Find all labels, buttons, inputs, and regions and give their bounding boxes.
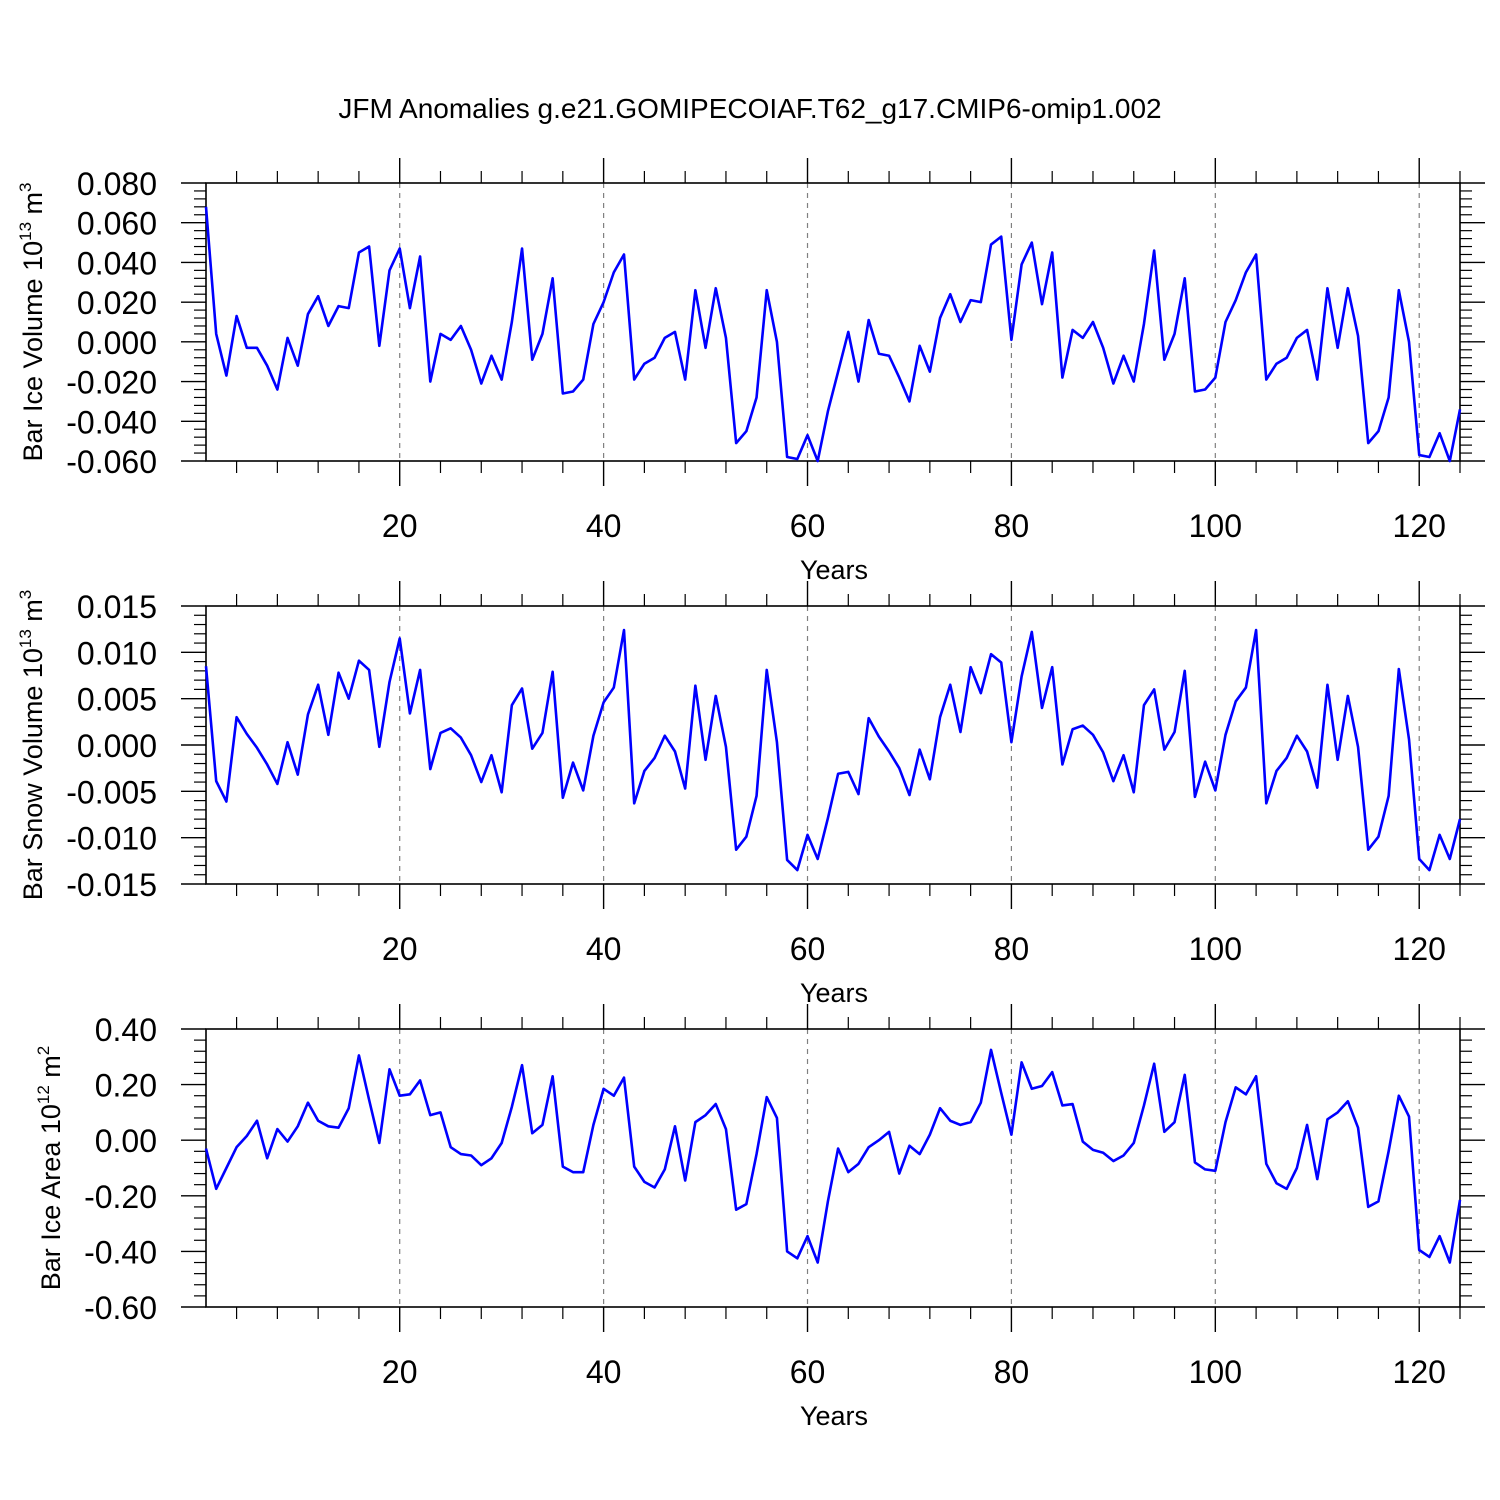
chart-panel-1: 20 40 60 80 100 120 -0.060 -0.040-0.020 0.000 0.0… (16, 158, 1485, 585)
chart-panel-3: 20 40 60 80 100 120 -0.60 -0.40 -0.20 0.00 0.20 0.4… (34, 1004, 1485, 1431)
chart-panels: 20 40 60 80 100 120 -0.060 -0.040-0.020 0.000 0.0… (16, 158, 1485, 1431)
y-tick-label: 0.000 (77, 325, 157, 361)
x-tick-label: 20 (382, 931, 418, 967)
y-axis-title-ylabel-exp: 12 (34, 1085, 53, 1104)
y-axis-title-ylabel-exp: 13 (16, 222, 35, 241)
series-line (204, 206, 1462, 463)
y-tick-label: -0.005 (66, 774, 157, 810)
y-tick-label: 0.040 (77, 245, 157, 281)
y-tick-label: 0.005 (77, 682, 157, 718)
y-axis-title: Bar Snow Volume 1013 m3 (16, 590, 48, 901)
y-axis-title: Bar Ice Area 1012 m2 (34, 1046, 66, 1291)
x-axis-title: Years (800, 555, 868, 585)
x-tick-label: 100 (1189, 508, 1242, 544)
y-axis-title-ylabel-main: Bar Ice Area 10 (36, 1104, 66, 1290)
y-tick-label: 0.015 (77, 589, 157, 625)
x-tick-label: 40 (586, 1354, 622, 1390)
x-tick-label: 80 (994, 508, 1030, 544)
y-tick-label: -0.060 (66, 444, 157, 480)
y-tick-label: -0.040 (66, 404, 157, 440)
x-tick-label: 80 (994, 1354, 1030, 1390)
y-tick-label: 0.010 (77, 635, 157, 671)
x-tick-label: 100 (1189, 931, 1242, 967)
x-tick-label: 60 (790, 1354, 826, 1390)
figure-title: JFM Anomalies g.e21.GOMIPECOIAF.T62_g17.… (338, 93, 1161, 124)
y-axis-title-ylabel-main: Bar Snow Volume 10 (18, 648, 48, 900)
y-axis-title-ylabel-main: Bar Ice Volume 10 (18, 241, 48, 462)
y-tick-label: 0.060 (77, 206, 157, 242)
y-axis-title-ylabel-unit-exp: 3 (16, 590, 35, 599)
y-axis-title-ylabel-exp: 13 (16, 629, 35, 648)
y-axis-title: Bar Ice Volume 1013 m3 (16, 182, 48, 461)
x-tick-label: 20 (382, 1354, 418, 1390)
y-tick-label: 0.080 (77, 166, 157, 202)
y-tick-label: -0.60 (84, 1290, 157, 1326)
y-tick-label: 0.40 (95, 1012, 157, 1048)
y-tick-label: 0.20 (95, 1068, 157, 1104)
series-line (204, 1048, 1462, 1264)
x-tick-label: 120 (1393, 508, 1446, 544)
y-tick-label: -0.015 (66, 867, 157, 903)
x-tick-label: 40 (586, 931, 622, 967)
y-tick-label: -0.010 (66, 821, 157, 857)
y-tick-label: 0.00 (95, 1123, 157, 1159)
y-axis-title-ylabel-unit: m (18, 192, 48, 222)
y-axis-title-ylabel-unit-exp: 3 (16, 182, 35, 191)
x-axis-title: Years (800, 978, 868, 1008)
x-tick-label: 100 (1189, 1354, 1242, 1390)
x-tick-label: 80 (994, 931, 1030, 967)
y-tick-label: -0.40 (84, 1234, 157, 1270)
plot-frame (205, 1028, 1461, 1308)
x-tick-label: 20 (382, 508, 418, 544)
y-tick-label: -0.020 (66, 365, 157, 401)
x-tick-label: 40 (586, 508, 622, 544)
plot-frame (205, 182, 1461, 462)
y-axis-title-ylabel-unit-exp: 2 (34, 1046, 53, 1055)
x-tick-label: 120 (1393, 1354, 1446, 1390)
series-line (204, 628, 1462, 872)
y-tick-label: -0.20 (84, 1179, 157, 1215)
chart-panel-2: 20 40 60 80 100 120 -0.015 -0.010 -0.005 0.000 0.0… (16, 581, 1485, 1008)
y-axis-title-ylabel-unit: m (18, 599, 48, 629)
x-tick-label: 60 (790, 931, 826, 967)
y-axis-title-ylabel-unit: m (36, 1055, 66, 1085)
x-tick-label: 60 (790, 508, 826, 544)
x-axis-title: Years (800, 1401, 868, 1431)
y-tick-label: 0.000 (77, 728, 157, 764)
x-tick-label: 120 (1393, 931, 1446, 967)
y-tick-label: 0.020 (77, 285, 157, 321)
